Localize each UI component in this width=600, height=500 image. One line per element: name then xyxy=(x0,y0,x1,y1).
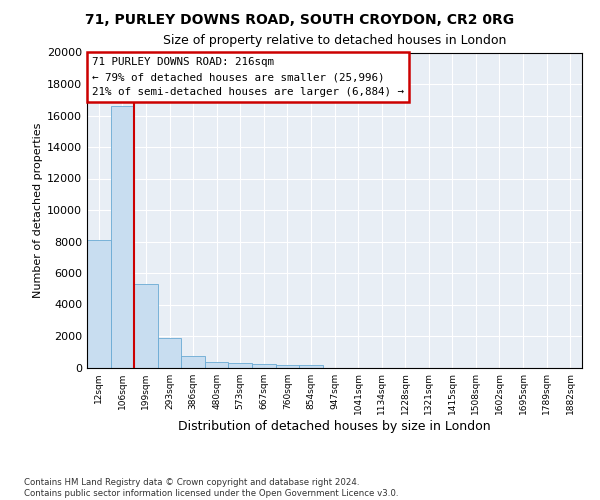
Bar xyxy=(252,364,275,368)
Bar xyxy=(205,362,229,368)
Bar xyxy=(158,338,181,368)
Title: Size of property relative to detached houses in London: Size of property relative to detached ho… xyxy=(163,34,506,47)
Bar xyxy=(275,364,299,368)
Text: 71 PURLEY DOWNS ROAD: 216sqm
← 79% of detached houses are smaller (25,996)
21% o: 71 PURLEY DOWNS ROAD: 216sqm ← 79% of de… xyxy=(92,57,404,97)
Bar xyxy=(299,365,323,368)
Bar xyxy=(229,363,252,368)
Bar xyxy=(110,106,134,368)
Bar xyxy=(87,240,110,368)
Text: Contains HM Land Registry data © Crown copyright and database right 2024.
Contai: Contains HM Land Registry data © Crown c… xyxy=(24,478,398,498)
Text: 71, PURLEY DOWNS ROAD, SOUTH CROYDON, CR2 0RG: 71, PURLEY DOWNS ROAD, SOUTH CROYDON, CR… xyxy=(85,12,515,26)
X-axis label: Distribution of detached houses by size in London: Distribution of detached houses by size … xyxy=(178,420,491,433)
Bar xyxy=(134,284,158,368)
Bar xyxy=(181,356,205,368)
Y-axis label: Number of detached properties: Number of detached properties xyxy=(33,122,43,298)
